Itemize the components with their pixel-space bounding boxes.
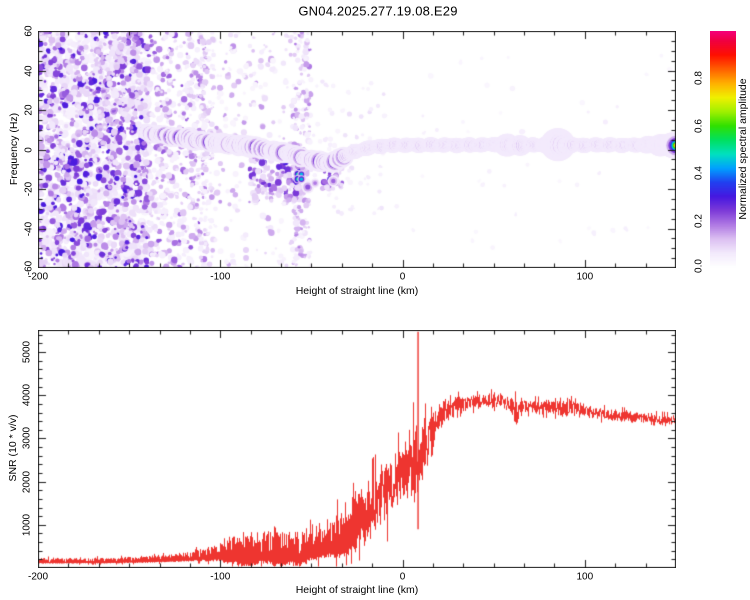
tick-label: -200: [27, 571, 49, 583]
tick-label: 3000: [21, 427, 33, 450]
spectrogram-y-axis-label: Frequency (Hz): [8, 112, 20, 186]
tick-label: 0: [399, 571, 406, 583]
tick-label: 1000: [21, 513, 33, 536]
tick-label: 0: [23, 146, 35, 153]
tick-label: 0.4: [693, 166, 705, 181]
tick-label: -60: [23, 260, 35, 276]
tick-label: 4000: [21, 384, 33, 407]
tick-label: 0.2: [693, 213, 705, 228]
tick-label: 5000: [21, 340, 33, 364]
tick-label: 100: [576, 571, 594, 583]
page-title: GN04.2025.277.19.08.E29: [298, 3, 458, 19]
tick-label: 20: [23, 104, 35, 116]
tick-label: 0.0: [693, 259, 705, 273]
spectrogram-plot: [38, 31, 676, 268]
snr-x-axis-label: Height of straight line (km): [295, 584, 419, 596]
tick-label: 2000: [21, 470, 33, 493]
tick-label: -100: [210, 571, 231, 583]
colorbar-label: Normalized spectral amplitude: [737, 78, 749, 220]
tick-label: -40: [23, 221, 35, 236]
colorbar: [710, 31, 736, 268]
tick-label: 100: [576, 271, 594, 283]
tick-label: -20: [23, 181, 35, 197]
tick-label: 0.8: [693, 71, 705, 86]
tick-label: 60: [23, 25, 35, 37]
tick-label: -200: [27, 271, 49, 283]
tick-label: 40: [23, 64, 35, 77]
spectrogram-x-axis-label: Height of straight line (km): [295, 285, 419, 297]
tick-label: 0: [399, 271, 406, 283]
tick-label: 0.6: [693, 118, 705, 133]
tick-label: -100: [210, 271, 231, 283]
snr-y-axis-label: SNR (10 * v/v): [7, 414, 19, 482]
snr-plot: [38, 330, 676, 568]
